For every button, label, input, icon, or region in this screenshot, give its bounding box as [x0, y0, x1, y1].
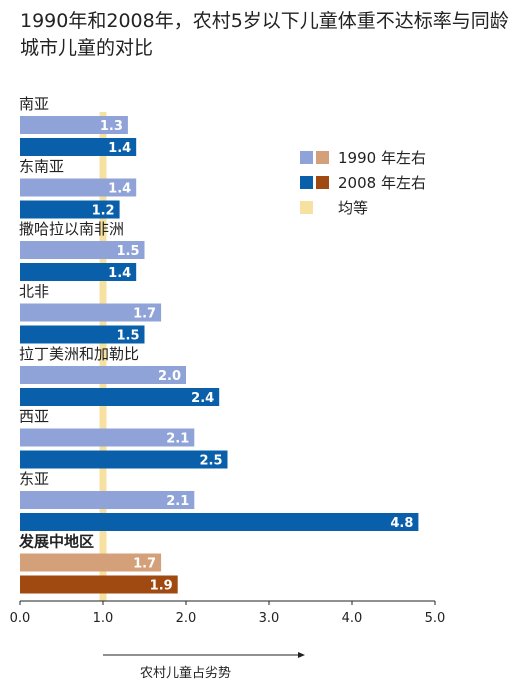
bar-1990: [20, 303, 162, 322]
x-tick-label: 0.0: [10, 611, 31, 626]
legend-swatch-1990-developing: [316, 151, 329, 164]
category-label: 西亚: [19, 408, 49, 426]
data-label: 1.3: [100, 119, 123, 134]
data-label: 2.0: [158, 369, 181, 384]
bar-1990: [20, 241, 145, 259]
legend-swatch-1990-regional: [300, 151, 313, 164]
data-label: 2.1: [166, 494, 189, 509]
bar-2008: [20, 575, 178, 594]
data-label: 1.2: [92, 204, 115, 219]
category-label: 撒哈拉以南非洲: [19, 220, 124, 238]
data-label: 2.5: [199, 454, 222, 469]
bar-2008: [20, 325, 145, 344]
bar-2008: [20, 263, 137, 281]
bar-2008: [20, 450, 228, 469]
legend-swatch-parity: [300, 201, 313, 214]
category-label: 拉丁美洲和加勒比: [19, 345, 139, 363]
category-label: 东南亚: [19, 158, 64, 176]
legend-label-1990: 1990 年左右: [338, 149, 426, 167]
disadvantage-arrow-head: [298, 652, 305, 658]
data-label: 1.9: [150, 579, 173, 594]
parity-line: [99, 112, 107, 601]
bar-2008: [20, 138, 137, 156]
data-label: 1.7: [133, 557, 156, 572]
data-label: 4.8: [390, 516, 413, 531]
chart-title: 1990年和2008年，农村5岁以下儿童体重不达标率与同龄城市儿童的对比: [20, 10, 509, 59]
legend-label-2008: 2008 年左右: [338, 174, 426, 192]
bar-1990: [20, 116, 128, 134]
legend-label-parity: 均等: [338, 199, 369, 217]
legend-swatch-2008-regional: [300, 176, 313, 189]
data-label: 1.5: [116, 329, 139, 344]
bar-2008: [20, 200, 120, 219]
category-label: 南亚: [19, 95, 49, 113]
legend-item-parity: 均等: [300, 195, 426, 220]
x-tick-label: 1.0: [93, 611, 114, 626]
data-label: 1.4: [108, 266, 131, 281]
arrow-label: 农村儿童占劣势: [140, 666, 232, 681]
x-tick-label: 2.0: [176, 611, 197, 626]
bar-1990: [20, 491, 195, 509]
chart-legend: 1990 年左右 2008 年左右 均等: [300, 145, 426, 220]
data-label: 1.7: [133, 307, 156, 322]
bar-1990: [20, 428, 195, 447]
data-label: 2.1: [166, 432, 189, 447]
category-label: 北非: [19, 283, 49, 301]
category-label: 东亚: [19, 470, 49, 488]
x-tick-label: 3.0: [259, 611, 280, 626]
bar-1990: [20, 553, 162, 572]
data-label: 1.5: [116, 244, 139, 259]
category-label: 发展中地区: [18, 533, 94, 551]
data-label: 1.4: [108, 182, 131, 197]
bar-1990: [20, 366, 186, 384]
data-label: 1.4: [108, 141, 131, 156]
legend-item-1990: 1990 年左右: [300, 145, 426, 170]
bar-2008: [20, 513, 419, 531]
bar-2008: [20, 388, 220, 406]
x-tick-label: 5.0: [425, 611, 446, 626]
legend-item-2008: 2008 年左右: [300, 170, 426, 195]
bar-1990: [20, 178, 137, 197]
data-label: 2.4: [191, 391, 214, 406]
legend-swatch-2008-developing: [316, 176, 329, 189]
x-tick-label: 4.0: [342, 611, 363, 626]
